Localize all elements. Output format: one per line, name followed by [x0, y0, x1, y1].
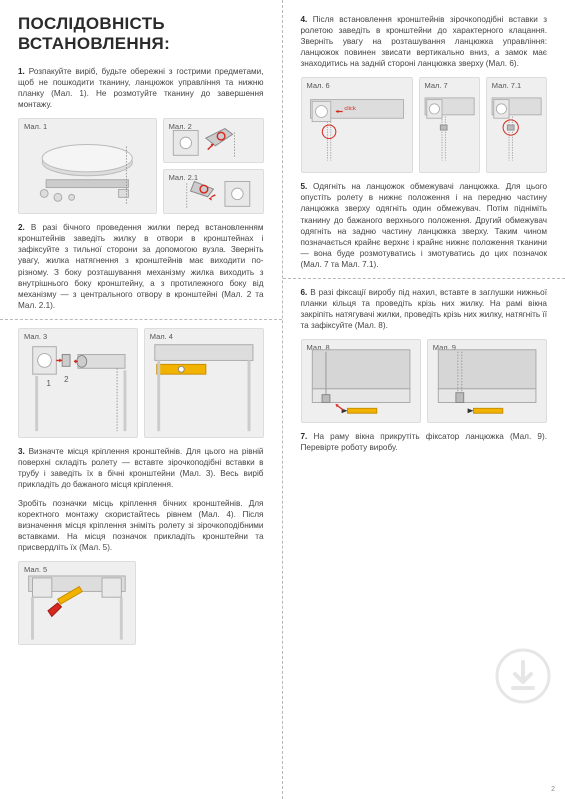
page-title: ПОСЛІДОВНІСТЬ ВСТАНОВЛЕННЯ:	[18, 14, 264, 54]
step-7-text: На раму вікна прикрутіть фіксатор ланцюж…	[301, 432, 547, 452]
step-4: 4. Після встановлення кронштейнів зірочк…	[301, 14, 548, 69]
fig-row-5: Мал. 8 Мал. 9	[301, 339, 548, 423]
step-3-num: 3.	[18, 447, 25, 456]
step-7: 7. На раму вікна прикрутіть фіксатор лан…	[301, 431, 548, 453]
step-3b-text: Зробіть позначки місць кріплення бічних …	[18, 499, 264, 552]
fig-3: Мал. 3 2 1	[18, 328, 138, 438]
step-6-num: 6.	[301, 288, 308, 297]
fig-5: Мал. 5	[18, 561, 136, 645]
step-5-num: 5.	[301, 182, 308, 191]
step-1-num: 1.	[18, 67, 25, 76]
step-4-num: 4.	[301, 15, 308, 24]
divider-2	[283, 278, 565, 279]
step-1-text: Розпакуйте виріб, будьте обережні з гост…	[18, 67, 264, 109]
step-6: 6. В разі фіксації виробу під нахил, вст…	[301, 287, 548, 331]
svg-text:2: 2	[64, 375, 68, 384]
step-2: 2. В разі бічного проведення жилки перед…	[18, 222, 264, 311]
watermark-icon	[495, 648, 551, 709]
step-3a-text: Визначте місця кріплення кронштейнів. Дл…	[18, 447, 264, 489]
left-column: ПОСЛІДОВНІСТЬ ВСТАНОВЛЕННЯ: 1. Розпакуйт…	[0, 0, 283, 799]
fig-8: Мал. 8	[301, 339, 421, 423]
step-5: 5. Одягніть на ланцюжок обмежувачі ланцю…	[301, 181, 548, 270]
svg-text:1: 1	[46, 379, 50, 388]
fig-row-2: Мал. 3 2 1	[18, 328, 264, 438]
step-3a: 3. Визначте місця кріплення кронштейнів.…	[18, 446, 264, 490]
step-6-text: В разі фіксації виробу під нахил, вставт…	[301, 288, 548, 330]
fig-2: Мал. 2	[163, 118, 264, 163]
fig-1: Мал. 1	[18, 118, 157, 214]
step-2-text: В разі бічного проведення жилки перед вс…	[18, 223, 264, 309]
fig-7: Мал. 7	[419, 77, 480, 173]
fig-9: Мал. 9	[427, 339, 547, 423]
step-5-text: Одягніть на ланцюжок обмежувачі ланцюжка…	[301, 182, 548, 268]
step-1: 1. Розпакуйте виріб, будьте обережні з г…	[18, 66, 264, 110]
divider-1	[0, 319, 282, 320]
step-3b: Зробіть позначки місць кріплення бічних …	[18, 498, 264, 553]
fig-2-1: Мал. 2.1	[163, 169, 264, 214]
fig-row-4: Мал. 6 click Мал. 7	[301, 77, 548, 173]
fig-4: Мал. 4	[144, 328, 264, 438]
fig-6: Мал. 6 click	[301, 77, 413, 173]
click-label: click	[344, 106, 356, 112]
step-7-num: 7.	[301, 432, 308, 441]
fig-row-1: Мал. 1 Мал. 2	[18, 118, 264, 214]
fig-row-3: Мал. 5	[18, 561, 264, 645]
step-4-text: Після встановлення кронштейнів зірочкопо…	[301, 15, 548, 68]
fig-7-1: Мал. 7.1	[486, 77, 547, 173]
step-2-num: 2.	[18, 223, 25, 232]
page-number: 2	[551, 786, 555, 793]
